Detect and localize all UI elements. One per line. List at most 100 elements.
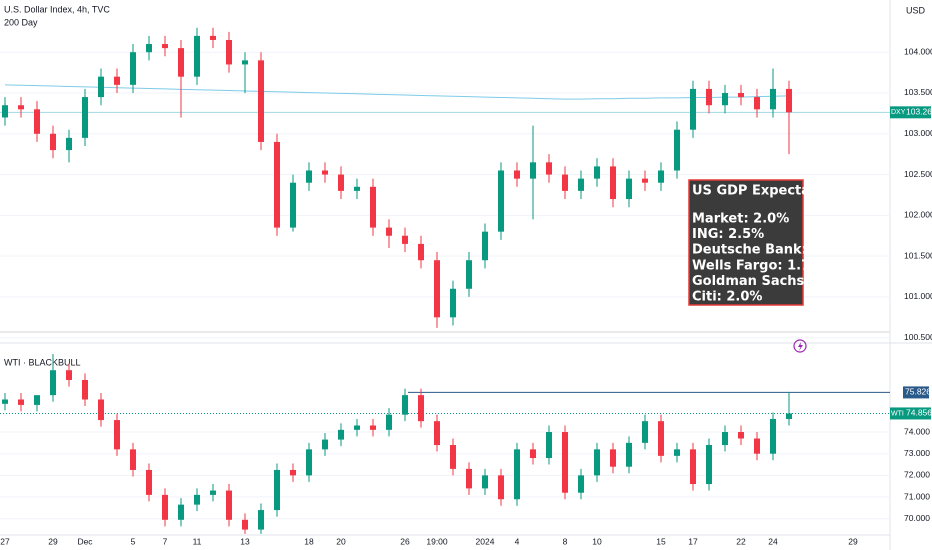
candle-body: [98, 399, 104, 421]
candle-body: [434, 260, 440, 318]
candle-body: [242, 60, 248, 65]
x-tick-label: 18: [304, 536, 314, 546]
candle-body: [546, 162, 552, 175]
hline-label-bg: [903, 386, 929, 399]
annotation-line: Deutsche Bank: 2.3%: [692, 243, 847, 258]
candle-body: [194, 494, 200, 505]
candle-body: [34, 395, 40, 405]
candle-body: [450, 288, 456, 318]
candle-body: [498, 475, 504, 500]
x-tick-label: 17: [688, 536, 698, 546]
candle-body: [450, 445, 456, 469]
candle-body: [546, 432, 552, 459]
last-value: 74.856: [906, 408, 932, 418]
candle-body: [322, 170, 328, 175]
x-tick-label: 29: [48, 536, 58, 546]
x-tick-label: 10: [592, 536, 602, 546]
candle-body: [402, 395, 408, 415]
x-tick-label: 2024: [476, 536, 495, 546]
x-tick-label: 22: [736, 536, 746, 546]
x-tick-label: 11: [193, 536, 202, 546]
x-tick-label: 27: [0, 536, 10, 546]
candle-body: [578, 178, 584, 191]
ma-legend: 200 Day: [4, 17, 38, 27]
annotation-line: Market: 2.0%: [692, 212, 789, 227]
candle-body: [482, 231, 488, 261]
candle-body: [210, 490, 216, 495]
candle-body: [258, 510, 264, 530]
candle-body: [626, 442, 632, 467]
y-tick-label: 101.000: [904, 291, 932, 301]
candle-body: [50, 370, 56, 396]
last-value: 103.263: [906, 107, 932, 117]
candle-body: [738, 92, 744, 98]
candle-body: [130, 449, 136, 470]
candle-body: [354, 186, 360, 191]
candle-body: [562, 432, 568, 493]
candle-body: [786, 413, 792, 419]
candle-body: [146, 44, 152, 53]
y-tick-label: 103.500: [904, 87, 932, 97]
candle-body: [210, 35, 216, 40]
x-tick-label: 5: [131, 536, 136, 546]
y-tick-label: 102.500: [904, 169, 932, 179]
x-tick-label: 19:00: [426, 536, 448, 546]
last-name: WTI: [891, 410, 904, 417]
x-tick-label: 20: [336, 536, 346, 546]
candle-body: [34, 109, 40, 134]
candle-body: [530, 162, 536, 179]
candle-body: [338, 174, 344, 191]
candle-body: [2, 105, 8, 118]
candle-body: [146, 469, 152, 495]
last-name: DXY: [891, 109, 906, 116]
alert-icon[interactable]: [793, 339, 807, 353]
candle-body: [674, 129, 680, 171]
candle-body: [274, 141, 280, 228]
candle-body: [274, 469, 280, 511]
candle-body: [66, 370, 72, 380]
candle-body: [690, 88, 696, 130]
candle-body: [610, 449, 616, 467]
x-tick-label: 7: [163, 536, 168, 546]
y-tick-label: 73.000: [904, 448, 930, 458]
x-tick-label: 26: [400, 536, 410, 546]
hline-label: 75.826: [905, 387, 931, 397]
candle-body: [530, 449, 536, 459]
candle-body: [466, 260, 472, 289]
candle-body: [18, 105, 24, 110]
annotation-box: US GDP Expectations Market: 2.0%ING: 2.5%…: [688, 179, 850, 306]
ma-line: [4, 84, 790, 100]
candle-body: [690, 449, 696, 485]
candle-body: [290, 469, 296, 476]
y-tick-label: 104.000: [904, 46, 932, 56]
annotation-bg: [688, 179, 804, 306]
candle-body: [226, 490, 232, 520]
candle-body: [738, 432, 744, 439]
candle-body: [354, 425, 360, 430]
candle-body: [370, 425, 376, 430]
last-name-bg: [890, 106, 905, 119]
last-value-bg: [905, 407, 931, 420]
annotation-line: Citi: 2.0%: [692, 290, 762, 305]
candle-body: [386, 227, 392, 236]
candle-body: [322, 439, 328, 450]
candle-body: [754, 438, 760, 454]
candle-body: [610, 166, 616, 200]
candle-body: [290, 182, 296, 228]
candle-body: [338, 429, 344, 440]
candle-body: [194, 35, 200, 77]
candle-body: [114, 420, 120, 450]
candle-body: [434, 421, 440, 446]
candle-body: [706, 88, 712, 106]
candle-body: [770, 88, 776, 110]
annotation-line: ING: 2.5%: [692, 227, 764, 242]
candle-body: [418, 395, 424, 422]
candle-body: [242, 519, 248, 530]
candle-body: [66, 137, 72, 151]
x-tick-label: 8: [563, 536, 568, 546]
candle-body: [466, 468, 472, 489]
y-tick-label: 103.000: [904, 128, 932, 138]
candle-body: [130, 52, 136, 85]
candle-body: [754, 97, 760, 110]
